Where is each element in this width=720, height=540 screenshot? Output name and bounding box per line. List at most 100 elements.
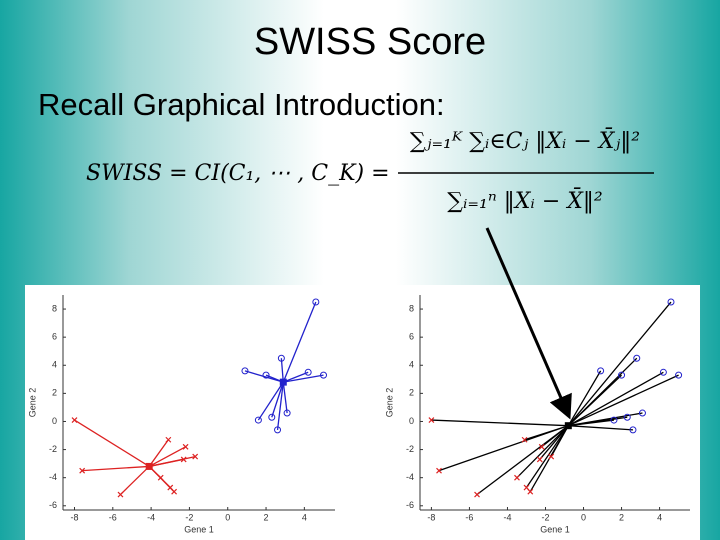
y-tick-label: -4 xyxy=(406,472,414,482)
centroid-link xyxy=(276,382,284,430)
centroid-link xyxy=(244,370,284,383)
point xyxy=(536,456,543,463)
y-tick-label: -2 xyxy=(49,444,57,454)
x-tick-label: -4 xyxy=(503,512,511,522)
point xyxy=(283,409,291,417)
point xyxy=(548,453,555,460)
point xyxy=(629,426,637,434)
point xyxy=(675,371,683,379)
point xyxy=(623,413,631,421)
x-axis-label: Gene 1 xyxy=(184,524,214,534)
x-tick-label: -6 xyxy=(465,512,473,522)
point xyxy=(659,368,667,376)
centroid-link xyxy=(271,381,284,418)
centroid-link xyxy=(280,358,284,383)
centroid-link xyxy=(541,425,569,448)
centroid-link xyxy=(567,301,672,427)
centroid xyxy=(145,462,153,470)
centroid xyxy=(279,378,287,386)
point xyxy=(597,367,605,375)
point xyxy=(254,416,262,424)
x-tick-label: 0 xyxy=(581,512,586,522)
point xyxy=(79,467,86,474)
figure-background xyxy=(25,285,700,540)
y-tick-label: -2 xyxy=(406,444,414,454)
y-tick-label: 2 xyxy=(409,388,414,398)
x-tick-label: 4 xyxy=(302,512,307,522)
point xyxy=(527,488,534,495)
point xyxy=(71,417,78,423)
point xyxy=(514,474,520,481)
y-tick-label: -4 xyxy=(49,472,57,482)
x-tick-label: 4 xyxy=(657,512,662,522)
centroid-link xyxy=(568,374,679,427)
centroid-link xyxy=(149,458,184,468)
centroid-link xyxy=(82,465,150,472)
chart: -8 -6 -4 -2 0 2 4 -6 -4 -2 0 2 4 6 8 Gene 1 Gene 2 xyxy=(384,295,690,534)
centroid-link xyxy=(282,382,288,414)
y-tick-label: 8 xyxy=(409,303,414,313)
centroid-link xyxy=(525,425,569,488)
centroid-link xyxy=(524,425,569,441)
centroid-link xyxy=(148,446,186,468)
centroid-link xyxy=(283,371,309,383)
point xyxy=(618,371,626,379)
centroid-link xyxy=(567,370,602,427)
point xyxy=(180,456,187,463)
point xyxy=(274,426,282,434)
point xyxy=(538,443,545,450)
y-tick-label: 4 xyxy=(409,360,414,370)
point xyxy=(638,409,646,417)
y-tick-label: -6 xyxy=(49,500,57,510)
y-tick-label: 2 xyxy=(52,388,57,398)
point xyxy=(428,417,435,423)
point xyxy=(268,413,276,421)
centroid-link xyxy=(431,419,569,427)
point xyxy=(182,443,189,450)
y-tick-label: 8 xyxy=(52,303,57,313)
x-tick-label: -4 xyxy=(147,512,155,522)
point xyxy=(171,488,178,495)
centroid-link xyxy=(568,425,634,431)
centroid-link xyxy=(283,374,324,383)
formula-denominator: ∑ᵢ₌₁ⁿ ‖Xᵢ − X̄‖² xyxy=(447,187,602,214)
centroid-link xyxy=(567,357,638,427)
centroid-link xyxy=(120,465,150,496)
centroid-link xyxy=(74,419,150,467)
point xyxy=(165,436,172,443)
centroid-link xyxy=(282,301,317,383)
x-tick-label: 2 xyxy=(264,512,269,522)
point xyxy=(304,368,312,376)
point xyxy=(192,453,199,460)
x-axis-label: Gene 1 xyxy=(540,524,570,534)
y-tick-label: -6 xyxy=(406,500,414,510)
slide-title: SWISS Score xyxy=(254,21,486,63)
y-tick-label: 6 xyxy=(52,332,57,342)
x-tick-label: -8 xyxy=(70,512,78,522)
centroid xyxy=(564,422,572,430)
x-tick-label: -2 xyxy=(541,512,549,522)
y-tick-label: 0 xyxy=(409,416,414,426)
pointer-arrow xyxy=(485,227,572,420)
y-axis-label: Gene 2 xyxy=(27,388,37,418)
point xyxy=(633,354,641,362)
point xyxy=(667,298,675,306)
x-tick-label: -8 xyxy=(427,512,435,522)
point xyxy=(262,371,270,379)
point xyxy=(117,491,124,498)
chart: -8 -6 -4 -2 0 2 4 -6 -4 -2 0 2 4 6 8 Gene 1 Gene 2 xyxy=(27,295,335,534)
centroid-link xyxy=(516,425,569,479)
formula-numerator: ∑ⱼ₌₁ᴷ ∑ᵢ∈Cⱼ ‖Xᵢ − X̄ⱼ‖² xyxy=(410,127,640,154)
point xyxy=(610,416,618,424)
point xyxy=(241,367,249,375)
point xyxy=(521,436,528,443)
point xyxy=(312,298,320,306)
formula-lhs: SWISS = CI(C₁, ⋯ , C_K) = xyxy=(86,161,390,186)
y-tick-label: 6 xyxy=(409,332,414,342)
y-tick-label: 0 xyxy=(52,416,57,426)
centroid-link xyxy=(148,439,169,467)
point xyxy=(474,491,480,498)
point xyxy=(320,371,328,379)
